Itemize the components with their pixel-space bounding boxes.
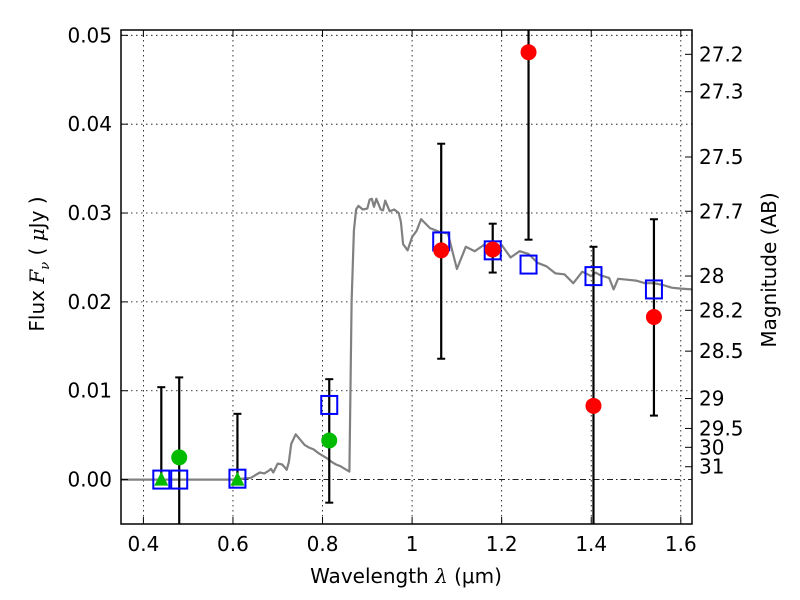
y-tick-label: 0.04: [67, 112, 112, 136]
x-tick-label: 1.6: [665, 532, 697, 556]
model-square-marker: [170, 469, 189, 490]
model-square-marker: [644, 279, 663, 300]
x-tick-label: 1: [406, 532, 419, 556]
model-square-marker: [483, 240, 502, 261]
x-axis-label: Wavelength λ (μm): [310, 564, 502, 588]
y2-tick-label: 27.5: [699, 145, 744, 169]
x-tick-label: 0.4: [127, 532, 159, 556]
axes-frame: [120, 29, 693, 525]
upper-limit-marker: [230, 471, 245, 486]
data-point-marker: [171, 449, 188, 466]
x-axis: 0.4 0.6 0.8 1 1.2 1.4 1.6: [127, 30, 697, 556]
markers: [152, 44, 663, 490]
model-square-marker: [584, 266, 603, 287]
data-point-marker: [484, 241, 501, 258]
y-tick-label: 0.05: [67, 23, 112, 47]
data-point-marker: [321, 432, 338, 449]
y2-tick-label: 28.2: [699, 298, 744, 322]
y2-tick-label: 30: [699, 435, 724, 459]
model-square-marker: [320, 394, 339, 415]
y2-tick-label: 29: [699, 387, 724, 411]
y-tick-label: 0.03: [67, 201, 112, 225]
y2-tick-label: 27.3: [699, 80, 744, 104]
data-point-marker: [645, 308, 662, 325]
x-tick-label: 0.8: [307, 532, 339, 556]
y2-tick-label: 27.7: [699, 199, 744, 223]
model-square-marker: [152, 469, 171, 490]
x-tick-label: 1.4: [575, 532, 607, 556]
y-axis: 0.00 0.01 0.02 0.03 0.04 0.05: [67, 23, 128, 492]
y2-tick-label: 28: [699, 264, 724, 288]
y2-tick-label: 28.5: [699, 339, 744, 363]
y2-axis-label: Magnitude (AB): [757, 192, 781, 347]
error-bars: [157, 30, 658, 524]
data-point-marker: [585, 397, 602, 414]
data-point-marker: [433, 242, 450, 259]
x-tick-label: 1.2: [486, 532, 518, 556]
model-square-marker: [228, 468, 247, 489]
upper-limit-marker: [154, 471, 169, 486]
spectrum-series: [121, 197, 692, 481]
y2-tick-label: 31: [699, 455, 724, 479]
y-tick-label: 0.02: [67, 290, 112, 314]
x-tick-label: 0.6: [217, 532, 249, 556]
spectrum-line: [121, 197, 692, 481]
y-axis-label: Flux Fν ( μJy ): [25, 196, 53, 331]
model-square-marker: [519, 254, 538, 275]
y-tick-label: 0.00: [67, 468, 112, 492]
y-tick-label: 0.01: [67, 379, 112, 403]
grid: [121, 30, 692, 524]
data-point-marker: [520, 44, 537, 61]
y2-tick-label: 27.2: [699, 42, 744, 66]
y2-tick-label: 29.5: [699, 416, 744, 440]
